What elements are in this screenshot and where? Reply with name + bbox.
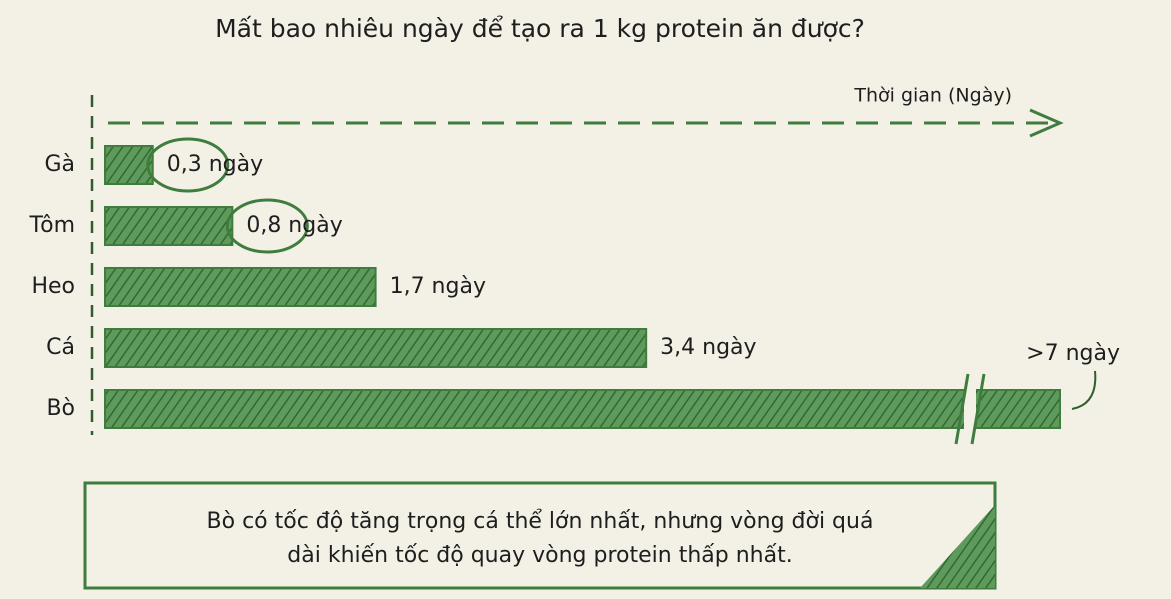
value-label: >7 ngày	[1026, 341, 1120, 366]
bar-break-gap	[964, 386, 976, 432]
arrow-head	[1029, 108, 1064, 138]
value-label: 1,7 ngày	[390, 274, 486, 299]
category-label: Tôm	[29, 213, 75, 238]
x-axis-label: Thời gian (Ngày)	[853, 85, 1012, 107]
bar	[104, 328, 648, 368]
chart-title: Mất bao nhiêu ngày để tạo ra 1 kg protei…	[215, 14, 865, 43]
bar	[104, 267, 377, 307]
bar	[104, 389, 1061, 429]
note-line: dài khiến tốc độ quay vòng protein thấp …	[287, 543, 792, 568]
value-label: 3,4 ngày	[660, 335, 756, 360]
note-line: Bò có tốc độ tăng trọng cá thể lớn nhất,…	[207, 509, 874, 534]
category-label: Heo	[31, 274, 75, 299]
value-label: 0,3 ngày	[167, 152, 263, 177]
bar	[104, 145, 154, 185]
note-decoration	[920, 505, 995, 588]
value-label: 0,8 ngày	[246, 213, 342, 238]
highlight-circle	[146, 137, 230, 193]
label-arrow	[1071, 370, 1097, 410]
category-label: Gà	[44, 152, 75, 177]
bar-break	[970, 373, 986, 445]
highlight-circle	[225, 198, 309, 254]
category-label: Bò	[46, 396, 75, 421]
bar-break	[954, 373, 970, 445]
category-label: Cá	[46, 335, 75, 360]
bar	[104, 206, 234, 246]
